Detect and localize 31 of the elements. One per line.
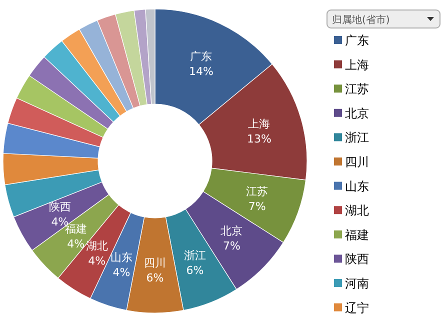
slice-label: 北京 (220, 224, 243, 238)
data-label: 4% (112, 266, 130, 280)
legend-label: 北京 (345, 106, 369, 120)
legend-label: 辽宁 (345, 300, 369, 315)
data-label: 4% (88, 254, 106, 268)
data-label: 7% (222, 240, 240, 253)
slice-label: 广东 (190, 50, 212, 63)
legend-label: 山东 (345, 179, 369, 194)
slice-label: 山东 (110, 251, 132, 264)
legend-label: 福建 (345, 228, 369, 242)
slice-label: 上海 (248, 118, 270, 131)
slice-label: 四川 (144, 256, 166, 270)
slice-label: 江苏 (246, 184, 268, 198)
legend-label: 河南 (345, 276, 369, 290)
slice-label: 浙江 (184, 248, 206, 262)
legend-label: 江苏 (345, 82, 369, 96)
legend-label: 四川 (345, 155, 369, 169)
legend-label: 广东 (345, 34, 369, 48)
data-label: 6% (146, 272, 164, 284)
legend-label: 陕西 (345, 252, 369, 266)
slice-label: 湖北 (86, 240, 108, 253)
data-label: 6% (186, 264, 204, 277)
legend-label: 湖北 (345, 204, 369, 218)
legend-label: 上海 (345, 58, 369, 72)
slice-label: 陕西 (48, 200, 71, 214)
data-label: 7% (248, 200, 266, 213)
legend-label: 浙江 (345, 130, 369, 145)
legend-title: 归属地(省市) (332, 14, 390, 26)
data-label: 14% (188, 64, 214, 78)
data-label: 13% (246, 132, 272, 146)
data-label: 4% (67, 237, 85, 250)
